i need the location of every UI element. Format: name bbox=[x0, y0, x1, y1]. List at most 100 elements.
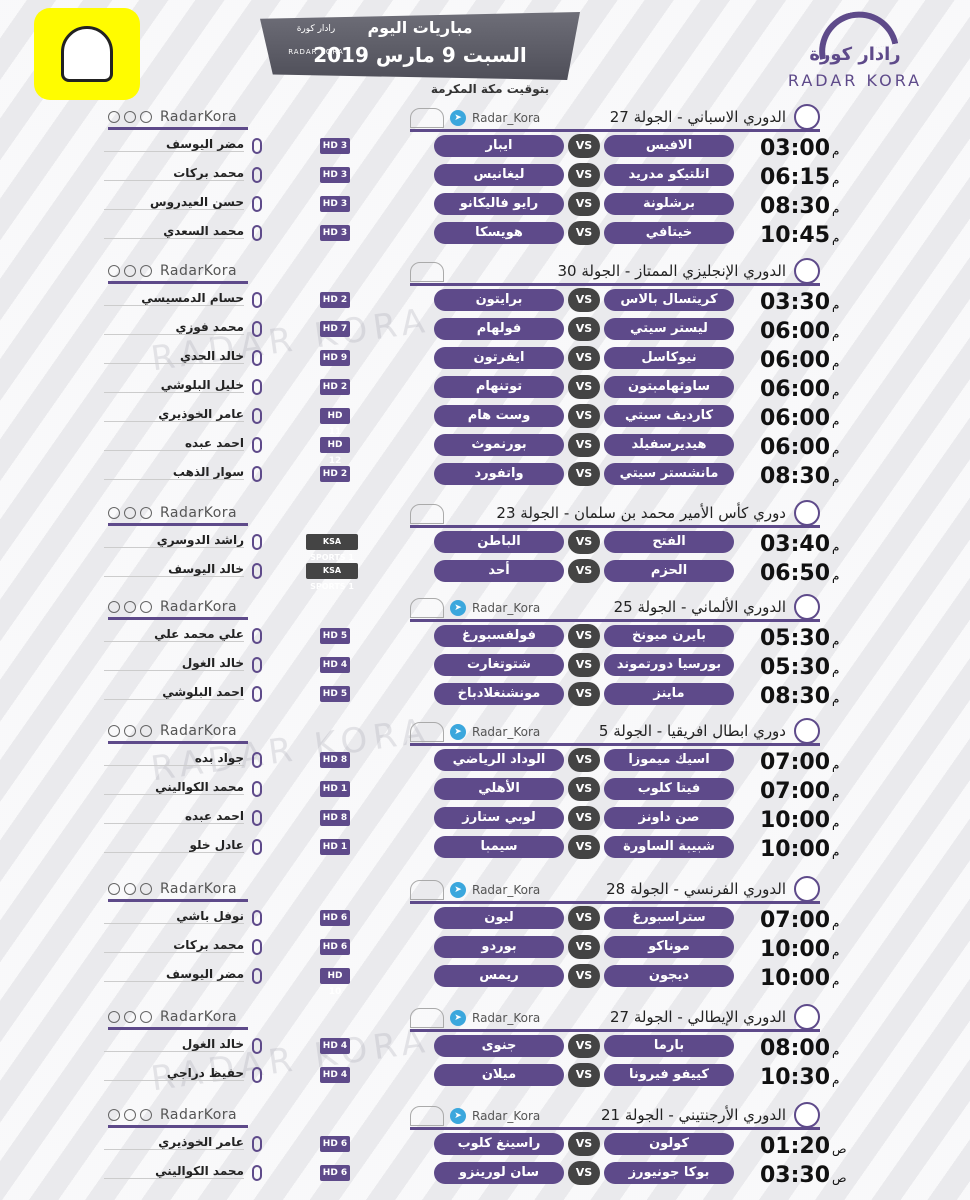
vs-badge: VS bbox=[568, 935, 600, 959]
snapchat-icon[interactable] bbox=[140, 1010, 152, 1023]
radar-kora-mini-logo bbox=[410, 108, 444, 128]
telegram-handle[interactable]: Radar_Kora bbox=[472, 725, 541, 739]
twitter-icon[interactable] bbox=[108, 264, 120, 277]
commentator-name: احمد عبده bbox=[104, 436, 244, 451]
telegram-icon[interactable]: ➤ bbox=[450, 600, 466, 616]
twitter-icon[interactable] bbox=[108, 1010, 120, 1023]
match-time: 06:00 م bbox=[760, 348, 870, 373]
channel-badge: HD 2 bbox=[320, 379, 350, 395]
telegram-handle[interactable]: Radar_Kora bbox=[472, 1109, 541, 1123]
telegram-icon[interactable]: ➤ bbox=[450, 724, 466, 740]
social-handle[interactable]: RadarKora bbox=[160, 598, 238, 615]
microphone-icon bbox=[252, 939, 262, 955]
microphone-icon bbox=[252, 138, 262, 154]
match-time-value: 06:00 bbox=[760, 319, 831, 344]
vs-badge: VS bbox=[568, 964, 600, 988]
away-team: ليون bbox=[434, 907, 564, 929]
telegram-icon[interactable]: ➤ bbox=[450, 882, 466, 898]
match-time-suffix: م bbox=[832, 692, 840, 706]
commentator-name: حفيظ دراجي bbox=[104, 1066, 244, 1081]
commentator-name: احمد البلوشي bbox=[104, 685, 244, 700]
social-handle[interactable]: RadarKora bbox=[160, 722, 238, 739]
telegram-handle[interactable]: Radar_Kora bbox=[472, 1011, 541, 1025]
snapchat-code[interactable] bbox=[34, 8, 140, 100]
radar-kora-mini-logo bbox=[410, 1106, 444, 1126]
channel-badge: HD 6 bbox=[320, 910, 350, 926]
instagram-icon[interactable] bbox=[124, 882, 136, 895]
instagram-icon[interactable] bbox=[124, 724, 136, 737]
twitter-icon[interactable] bbox=[108, 724, 120, 737]
snapchat-icon[interactable] bbox=[140, 264, 152, 277]
instagram-icon[interactable] bbox=[124, 506, 136, 519]
telegram-handle[interactable]: Radar_Kora bbox=[472, 601, 541, 615]
twitter-icon[interactable] bbox=[108, 600, 120, 613]
away-team: توتنهام bbox=[434, 376, 564, 398]
instagram-icon[interactable] bbox=[124, 110, 136, 123]
match-row: 06:00 م كارديف سيتي VS وست هام HD 11 عامر الخو… bbox=[0, 402, 970, 437]
channel-badge: HD 8 bbox=[320, 752, 350, 768]
telegram-handle[interactable]: Radar_Kora bbox=[472, 883, 541, 897]
match-row: 08:30 م برشلونة VS رايو فاليكانو HD 3 حسن العي… bbox=[0, 190, 970, 219]
social-handle[interactable]: RadarKora bbox=[160, 880, 238, 897]
snapchat-icon[interactable] bbox=[140, 724, 152, 737]
instagram-icon[interactable] bbox=[124, 600, 136, 613]
match-time: 06:00 م bbox=[760, 435, 870, 460]
match-time-value: 03:40 bbox=[760, 532, 831, 557]
social-handle[interactable]: RadarKora bbox=[160, 108, 238, 125]
league-title-bar: الدوري الإيطالي - الجولة 27 bbox=[410, 1003, 820, 1032]
instagram-icon[interactable] bbox=[124, 1010, 136, 1023]
instagram-icon[interactable] bbox=[124, 1108, 136, 1121]
channel-badge: HD 5 bbox=[320, 628, 350, 644]
social-handle[interactable]: RadarKora bbox=[160, 1106, 238, 1123]
away-team: ميلان bbox=[434, 1064, 564, 1086]
channel-badge: HD 7 bbox=[320, 321, 350, 337]
social-handle[interactable]: RadarKora bbox=[160, 262, 238, 279]
away-team: الوداد الرياضي bbox=[434, 749, 564, 771]
match-time: 06:00 م bbox=[760, 406, 870, 431]
telegram-icon[interactable]: ➤ bbox=[450, 1010, 466, 1026]
snapchat-icon[interactable] bbox=[140, 110, 152, 123]
social-handle[interactable]: RadarKora bbox=[160, 1008, 238, 1025]
telegram-icon[interactable]: ➤ bbox=[450, 1108, 466, 1124]
league-title-bar: الدوري الأرجنتيني - الجولة 21 bbox=[410, 1101, 820, 1130]
social-links: RadarKora bbox=[108, 1006, 248, 1030]
snapchat-icon[interactable] bbox=[140, 506, 152, 519]
social-handle[interactable]: RadarKora bbox=[160, 504, 238, 521]
match-time-suffix: م bbox=[832, 327, 840, 341]
league-header: الدوري الفرنسي - الجولة 28 ➤ Radar_Kora Rad… bbox=[0, 875, 970, 904]
twitter-icon[interactable] bbox=[108, 882, 120, 895]
league-title-bar: الدوري الفرنسي - الجولة 28 bbox=[410, 875, 820, 904]
snapchat-icon[interactable] bbox=[140, 600, 152, 613]
commentator-name: احمد عبده bbox=[104, 809, 244, 824]
match-time: 07:00 م bbox=[760, 779, 870, 804]
twitter-icon[interactable] bbox=[108, 506, 120, 519]
channel-badge: KSA SPORTS 1 bbox=[306, 563, 358, 591]
social-links: RadarKora bbox=[108, 720, 248, 744]
away-team: جنوى bbox=[434, 1035, 564, 1057]
league-title-bar: دوري ابطال افريقيا - الجولة 5 bbox=[410, 717, 820, 746]
away-team: واتفورد bbox=[434, 463, 564, 485]
twitter-icon[interactable] bbox=[108, 110, 120, 123]
match-time: 08:30 م bbox=[760, 684, 870, 709]
commentator-name: جواد بده bbox=[104, 751, 244, 766]
match-row: 03:40 م الفتح VS الباطن KSA SPORTS 1 راشد الدو… bbox=[0, 528, 970, 562]
twitter-icon[interactable] bbox=[108, 1108, 120, 1121]
vs-badge: VS bbox=[568, 806, 600, 830]
match-time-suffix: م bbox=[832, 569, 840, 583]
commentator-name: محمد بركات bbox=[104, 166, 244, 181]
home-team: الافيس bbox=[604, 135, 734, 157]
instagram-icon[interactable] bbox=[124, 264, 136, 277]
social-links: RadarKora bbox=[108, 502, 248, 526]
match-time-suffix: م bbox=[832, 1073, 840, 1087]
snapchat-icon[interactable] bbox=[140, 882, 152, 895]
snapchat-icon[interactable] bbox=[140, 1108, 152, 1121]
match-time-suffix: م bbox=[832, 144, 840, 158]
match-time: 06:00 م bbox=[760, 377, 870, 402]
match-time: 10:00 م bbox=[760, 808, 870, 833]
telegram-handle[interactable]: Radar_Kora bbox=[472, 111, 541, 125]
telegram-icon[interactable]: ➤ bbox=[450, 110, 466, 126]
home-team: كييفو فيرونا bbox=[604, 1064, 734, 1086]
away-team: سيمبا bbox=[434, 836, 564, 858]
vs-badge: VS bbox=[568, 134, 600, 158]
match-row: 07:00 م ستراسبورغ VS ليون HD 6 نوفل باشي bbox=[0, 904, 970, 933]
